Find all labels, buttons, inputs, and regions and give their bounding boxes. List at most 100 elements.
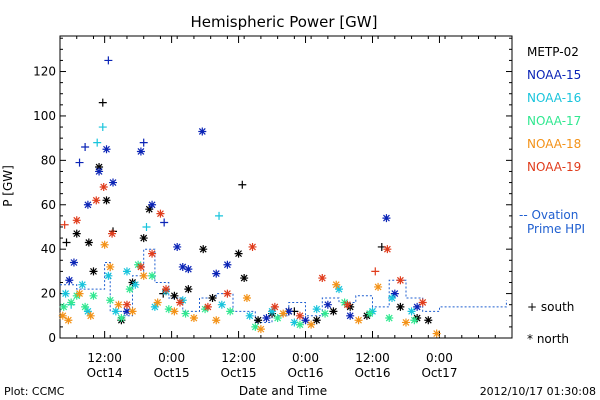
noaa-18-point xyxy=(114,300,123,309)
legend-entry-metp-02: METP-02 xyxy=(527,45,579,59)
x-tick-label: 12:00 xyxy=(221,351,256,365)
metp-02-point xyxy=(240,274,249,283)
noaa-16-point xyxy=(111,307,120,316)
noaa-17-point xyxy=(106,296,115,305)
x-tick-label: 0:00 xyxy=(426,351,453,365)
plot-frame xyxy=(59,35,513,339)
noaa-18-point xyxy=(374,282,383,291)
noaa-15-point xyxy=(223,260,232,269)
noaa-19-point xyxy=(383,245,392,254)
noaa-18-point xyxy=(75,289,84,298)
legend-entry-noaa-19: NOAA-19 xyxy=(527,160,581,174)
noaa-16-point xyxy=(131,280,140,289)
noaa-16-point xyxy=(98,123,107,132)
noaa-17-point xyxy=(148,271,157,280)
noaa-15-point xyxy=(346,311,355,320)
noaa-15-point xyxy=(301,316,310,325)
noaa-15-point xyxy=(69,258,78,267)
metp-02-point xyxy=(72,229,81,238)
noaa-15-point xyxy=(95,167,104,176)
x-tick-label: 12:00 xyxy=(355,351,390,365)
noaa-15-point xyxy=(81,143,90,152)
noaa-17-point xyxy=(117,314,126,323)
metp-02-point xyxy=(84,238,93,247)
noaa-17-point xyxy=(181,309,190,318)
noaa-19-point xyxy=(156,209,165,218)
x-tick-sublabel: Oct14 xyxy=(87,366,123,380)
noaa-17-point xyxy=(251,322,260,331)
noaa-15-point xyxy=(122,307,131,316)
noaa-17-point xyxy=(295,320,304,329)
metp-02-point xyxy=(170,291,179,300)
noaa-17-point xyxy=(226,307,235,316)
noaa-17-point xyxy=(273,314,282,323)
noaa-18-point xyxy=(212,316,221,325)
x-axis-ticks: 12:00Oct140:00Oct1512:00Oct150:00Oct1612… xyxy=(59,36,513,380)
legend-entry-noaa-17: NOAA-17 xyxy=(527,114,581,128)
plot-credit: Plot: CCMC xyxy=(4,385,65,398)
legend-model-line2: Prime HPI xyxy=(527,222,585,236)
metp-02-point xyxy=(254,316,263,325)
noaa-15-point xyxy=(139,138,148,147)
noaa-18-point xyxy=(106,262,115,271)
noaa-15-point xyxy=(65,276,74,285)
x-tick-sublabel: Oct16 xyxy=(354,366,390,380)
noaa-15-point xyxy=(109,178,118,187)
noaa-19-point xyxy=(248,242,257,251)
legend-south: + south xyxy=(527,300,574,314)
noaa-19-point xyxy=(99,183,108,191)
noaa-17-point xyxy=(67,298,76,307)
noaa-19-point xyxy=(396,276,405,285)
noaa-16-point xyxy=(388,294,397,303)
noaa-18-point xyxy=(189,314,198,323)
noaa-16-point xyxy=(407,307,416,316)
noaa-15-point xyxy=(184,265,193,274)
noaa-17-point xyxy=(365,309,374,318)
noaa-19-point xyxy=(60,220,69,229)
noaa-16-point xyxy=(78,280,87,289)
metp-02-point xyxy=(139,234,148,243)
metp-02-point xyxy=(98,98,107,107)
noaa-15-point xyxy=(136,147,145,156)
noaa-18-point xyxy=(432,329,441,338)
timestamp: 2012/10/17 01:30:08 xyxy=(480,385,596,398)
noaa-18-point xyxy=(64,316,73,325)
legend-model-line1: -- Ovation xyxy=(519,208,578,222)
ovation-model-line xyxy=(60,248,507,323)
noaa-15-point xyxy=(83,200,92,209)
noaa-16-point xyxy=(93,138,102,147)
x-tick-sublabel: Oct15 xyxy=(154,366,190,380)
noaa-16-point xyxy=(290,318,299,327)
noaa-17-point xyxy=(89,291,98,300)
noaa-18-point xyxy=(279,309,288,318)
noaa-15-point xyxy=(284,307,293,316)
metp-02-point xyxy=(234,249,243,258)
noaa-17-point xyxy=(59,302,68,311)
noaa-18-point xyxy=(256,325,265,334)
noaa-15-point xyxy=(382,214,391,223)
noaa-19-point xyxy=(108,229,117,238)
noaa-17-point xyxy=(164,305,173,314)
noaa-19-point xyxy=(203,302,212,311)
metp-02-point xyxy=(312,316,321,325)
metp-02-point xyxy=(145,205,154,214)
noaa-18-point xyxy=(332,280,341,289)
noaa-17-point xyxy=(410,316,419,325)
noaa-15-point xyxy=(323,300,332,309)
noaa-17-point xyxy=(385,314,394,323)
noaa-16-point xyxy=(61,289,70,298)
noaa-16-point xyxy=(215,211,224,220)
noaa-19-point xyxy=(343,300,352,309)
noaa-19-point xyxy=(148,249,157,258)
noaa-18-point xyxy=(242,294,251,303)
y-tick-label: 60 xyxy=(41,198,56,212)
noaa-18-point xyxy=(170,307,179,316)
noaa-18-point xyxy=(401,318,410,327)
metp-02-point xyxy=(329,307,338,316)
noaa-15-point xyxy=(160,218,169,227)
data-markers xyxy=(58,56,441,338)
noaa-18-point xyxy=(139,271,148,280)
noaa-18-point xyxy=(307,320,316,329)
noaa-16-point xyxy=(268,307,277,316)
noaa-19-point xyxy=(92,196,101,205)
